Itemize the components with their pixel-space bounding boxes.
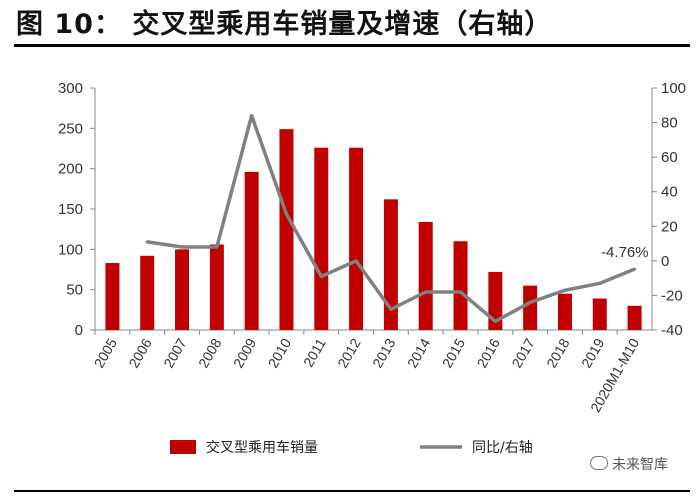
line-point: [459, 290, 463, 294]
bar: [105, 263, 120, 330]
bar: [175, 249, 190, 330]
x-tick-label: 2017: [508, 335, 538, 370]
bar: [314, 147, 329, 330]
wechat-icon: [590, 456, 608, 470]
bar: [488, 271, 503, 330]
bars: [105, 129, 642, 330]
bar: [627, 305, 642, 330]
x-tick-label: 2011: [300, 335, 329, 369]
left-tick-label: 200: [58, 161, 83, 178]
bar: [523, 285, 538, 330]
right-tick-label: 100: [661, 80, 686, 97]
right-tick-label: 20: [661, 218, 678, 235]
bottom-rule: [14, 490, 690, 492]
x-tick-label: 2005: [91, 335, 121, 370]
right-tick-label: -20: [661, 287, 683, 304]
right-tick-label: -40: [661, 322, 683, 339]
legend-line-label: 同比/右轴: [472, 440, 533, 456]
bar: [349, 147, 364, 330]
bar: [557, 293, 572, 330]
x-tick-label: 2014: [404, 335, 434, 370]
line-point: [145, 240, 149, 244]
left-tick-label: 50: [66, 282, 83, 299]
watermark: 未来智库: [590, 454, 668, 474]
x-tick-label: 2006: [125, 335, 155, 370]
watermark-text: 未来智库: [612, 457, 668, 473]
right-tick-label: 60: [661, 149, 678, 166]
bar: [209, 244, 224, 330]
x-tick-label: 2016: [474, 335, 504, 370]
left-tick-label: 100: [58, 241, 83, 258]
tick-labels: 0 50 100 150 200 250 300 -40 -20 0 20 40 60 80 100 2005…: [58, 80, 686, 415]
left-tick-label: 0: [75, 322, 83, 339]
x-tick-label: 2012: [334, 335, 364, 370]
chart-title: 图 10： 交叉型乘用车销量及增速（右轴）: [16, 9, 553, 40]
legend: 交叉型乘用车销量 同比/右轴: [170, 439, 533, 456]
bar: [383, 199, 398, 330]
left-tick-label: 300: [58, 80, 83, 97]
x-tick-label: 2007: [160, 335, 190, 370]
x-tick-label: 2009: [230, 335, 260, 370]
line-point: [215, 245, 219, 249]
right-tick-label: 80: [661, 115, 678, 132]
x-tick-label: 2013: [369, 335, 399, 370]
title-rule: [14, 44, 690, 47]
legend-bar-swatch: [170, 440, 196, 454]
bar: [418, 221, 433, 330]
legend-bar-label: 交叉型乘用车销量: [206, 439, 318, 456]
line-series: [145, 113, 637, 324]
bar: [592, 298, 607, 330]
line-point: [250, 114, 254, 118]
line-point: [563, 288, 567, 292]
right-tick-label: 0: [661, 253, 669, 270]
line-point: [319, 274, 323, 278]
bar: [279, 129, 294, 330]
line-point: [493, 319, 497, 323]
x-tick-label: 2015: [439, 335, 469, 370]
line-point: [424, 290, 428, 294]
left-tick-label: 150: [58, 201, 83, 218]
line-point: [354, 259, 358, 263]
line-point: [528, 300, 532, 304]
line-point: [389, 307, 393, 311]
line-point: [180, 245, 184, 249]
line-point: [284, 212, 288, 216]
line-point: [633, 267, 637, 271]
line-annotation: -4.76%: [601, 244, 649, 261]
bar: [244, 171, 259, 330]
x-tick-label: 2010: [265, 335, 295, 370]
x-tick-label: 2019: [578, 335, 608, 370]
line-point: [598, 281, 602, 285]
x-tick-label: 2018: [543, 335, 573, 370]
left-tick-label: 250: [58, 120, 83, 137]
x-tick-label: 2008: [195, 335, 225, 370]
right-tick-label: 40: [661, 184, 678, 201]
bar: [453, 241, 468, 330]
bar: [140, 255, 155, 330]
